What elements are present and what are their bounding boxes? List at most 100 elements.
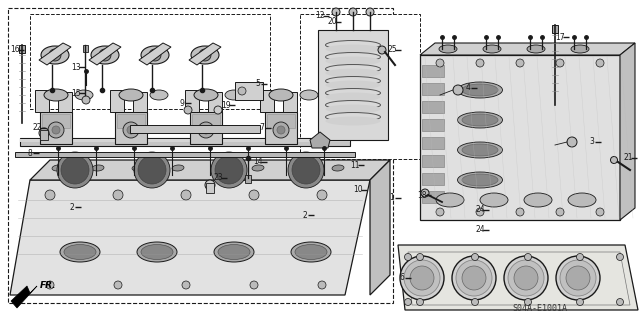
Circle shape [49,49,61,61]
Ellipse shape [326,69,381,78]
Circle shape [238,87,246,95]
Ellipse shape [458,172,502,188]
Circle shape [410,266,434,290]
Circle shape [184,106,192,114]
Text: 7: 7 [260,123,264,132]
Circle shape [436,59,444,67]
Ellipse shape [269,89,293,101]
Ellipse shape [524,193,552,207]
Circle shape [82,96,90,104]
Bar [552,25,558,33]
Text: 19: 19 [221,100,231,109]
Ellipse shape [462,174,498,186]
Ellipse shape [462,84,498,96]
Bar [19,45,25,53]
Text: 23: 23 [213,174,223,182]
Bar [185,90,199,112]
Ellipse shape [462,144,498,156]
Ellipse shape [64,244,96,259]
Bar [83,45,88,52]
Circle shape [453,85,463,95]
Ellipse shape [458,82,502,98]
Circle shape [46,281,54,289]
Bar [208,92,222,112]
Polygon shape [11,286,37,308]
Circle shape [61,156,89,184]
Circle shape [288,152,324,188]
Ellipse shape [483,45,501,53]
Bar [422,65,444,77]
Circle shape [214,106,222,114]
Polygon shape [30,160,390,180]
Circle shape [404,299,412,306]
Text: 25: 25 [387,46,397,55]
Polygon shape [139,43,171,65]
Circle shape [39,128,49,138]
Bar [192,114,220,128]
Circle shape [616,299,623,306]
Ellipse shape [332,165,344,171]
Text: 20: 20 [327,18,337,26]
Circle shape [525,299,531,306]
Ellipse shape [52,165,64,171]
Circle shape [123,122,139,138]
Circle shape [596,59,604,67]
Circle shape [472,299,479,306]
Circle shape [273,122,289,138]
Ellipse shape [194,89,218,101]
Bar [190,112,222,144]
Circle shape [456,260,492,296]
Ellipse shape [132,165,144,171]
Circle shape [277,126,285,134]
Circle shape [596,208,604,216]
Ellipse shape [75,90,93,100]
Ellipse shape [141,244,173,259]
Text: 24: 24 [475,226,485,234]
Circle shape [611,157,618,164]
Circle shape [317,190,327,200]
Ellipse shape [291,242,331,262]
Text: 24: 24 [475,205,485,214]
Bar [422,191,444,203]
Text: 2: 2 [70,203,74,211]
Bar [422,137,444,149]
Circle shape [349,8,357,16]
Circle shape [556,256,600,300]
Ellipse shape [480,193,508,207]
Circle shape [198,122,214,138]
Circle shape [472,254,479,261]
Text: 5: 5 [255,79,260,88]
Text: 1: 1 [390,194,394,203]
Text: 18: 18 [417,190,427,199]
Bar [318,30,388,140]
Circle shape [211,152,247,188]
Polygon shape [310,132,330,148]
Circle shape [52,126,60,134]
Circle shape [462,266,486,290]
Ellipse shape [458,112,502,128]
Circle shape [199,49,211,61]
Text: 13: 13 [71,63,81,71]
Text: 17: 17 [555,33,565,41]
Circle shape [504,256,548,300]
Circle shape [404,254,412,261]
Ellipse shape [326,105,381,114]
Bar [130,125,260,133]
Circle shape [182,281,190,289]
Bar [15,152,355,157]
Ellipse shape [212,165,224,171]
Ellipse shape [462,114,498,126]
Ellipse shape [141,46,169,64]
Circle shape [525,254,531,261]
Circle shape [205,180,215,190]
Circle shape [508,260,544,296]
Text: 3: 3 [589,137,595,146]
Bar [40,112,72,144]
Polygon shape [620,43,635,220]
Circle shape [318,281,326,289]
Circle shape [127,126,135,134]
Circle shape [421,189,429,197]
Ellipse shape [252,165,264,171]
Ellipse shape [326,80,381,90]
Text: FR.: FR. [40,280,56,290]
